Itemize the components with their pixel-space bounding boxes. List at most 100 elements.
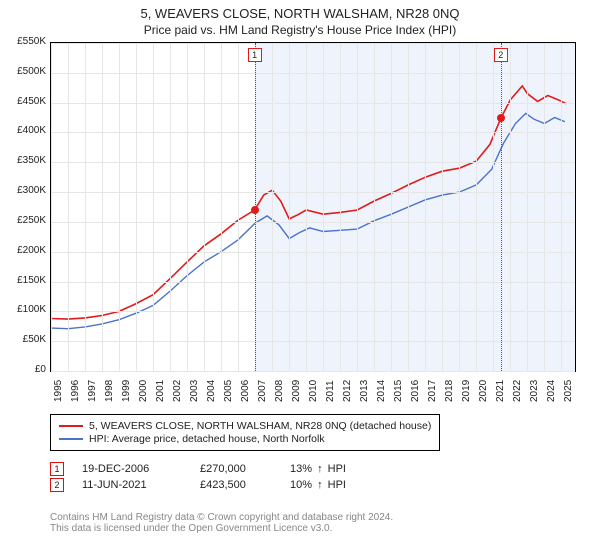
- x-tick-label: 2017: [427, 380, 438, 402]
- gridline-v: [527, 43, 528, 371]
- legend-item: HPI: Average price, detached house, Nort…: [59, 433, 431, 445]
- gridline-v: [391, 43, 392, 371]
- gridline-h: [51, 192, 575, 193]
- gridline-h: [51, 132, 575, 133]
- gridline-h: [51, 73, 575, 74]
- x-tick-label: 2005: [223, 380, 234, 402]
- x-tick-label: 2025: [563, 380, 574, 402]
- x-tick-label: 2012: [342, 380, 353, 402]
- legend-label: HPI: Average price, detached house, Nort…: [89, 433, 325, 445]
- x-tick-label: 1999: [121, 380, 132, 402]
- licence-text: Contains HM Land Registry data © Crown c…: [50, 512, 393, 534]
- sale-row-pct: 10% ↑ HPI: [290, 479, 380, 491]
- x-tick-label: 2006: [240, 380, 251, 402]
- gridline-v: [493, 43, 494, 371]
- x-tick-label: 2024: [546, 380, 557, 402]
- gridline-h: [51, 43, 575, 44]
- sale-row-marker: 1: [50, 462, 64, 476]
- y-tick-label: £200K: [6, 245, 46, 256]
- gridline-h: [51, 282, 575, 283]
- legend-label: 5, WEAVERS CLOSE, NORTH WALSHAM, NR28 0N…: [89, 420, 431, 432]
- legend: 5, WEAVERS CLOSE, NORTH WALSHAM, NR28 0N…: [50, 414, 440, 451]
- chart-title: 5, WEAVERS CLOSE, NORTH WALSHAM, NR28 0N…: [0, 0, 600, 21]
- gridline-h: [51, 311, 575, 312]
- gridline-v: [340, 43, 341, 371]
- arrow-up-icon: ↑: [317, 463, 323, 475]
- gridline-h: [51, 162, 575, 163]
- y-tick-label: £500K: [6, 66, 46, 77]
- gridline-h: [51, 341, 575, 342]
- y-tick-label: £100K: [6, 304, 46, 315]
- x-tick-label: 2011: [325, 380, 336, 402]
- gridline-v: [187, 43, 188, 371]
- y-tick-label: £550K: [6, 36, 46, 47]
- sale-row: 211-JUN-2021£423,50010% ↑ HPI: [50, 478, 380, 492]
- x-tick-label: 1998: [104, 380, 115, 402]
- arrow-up-icon: ↑: [317, 479, 323, 491]
- x-tick-label: 2023: [529, 380, 540, 402]
- licence-line1: Contains HM Land Registry data © Crown c…: [50, 512, 393, 523]
- gridline-v: [102, 43, 103, 371]
- gridline-v: [476, 43, 477, 371]
- x-tick-label: 2001: [155, 380, 166, 402]
- x-tick-label: 2007: [257, 380, 268, 402]
- x-tick-label: 2013: [359, 380, 370, 402]
- series-lines: [51, 43, 575, 371]
- sale-dot: [251, 206, 259, 214]
- sale-marker-line: [501, 43, 502, 371]
- sale-row-date: 19-DEC-2006: [82, 463, 200, 475]
- x-tick-label: 2000: [138, 380, 149, 402]
- x-tick-label: 2009: [291, 380, 302, 402]
- gridline-v: [408, 43, 409, 371]
- gridline-h: [51, 371, 575, 372]
- gridline-v: [459, 43, 460, 371]
- x-tick-label: 2021: [495, 380, 506, 402]
- gridline-v: [204, 43, 205, 371]
- plot-area: [50, 42, 576, 372]
- gridline-v: [510, 43, 511, 371]
- gridline-v: [561, 43, 562, 371]
- x-tick-label: 2002: [172, 380, 183, 402]
- sale-marker-box: 1: [248, 48, 262, 62]
- y-tick-label: £50K: [6, 334, 46, 345]
- chart-subtitle: Price paid vs. HM Land Registry's House …: [0, 21, 600, 41]
- x-tick-label: 1996: [70, 380, 81, 402]
- gridline-v: [544, 43, 545, 371]
- gridline-h: [51, 252, 575, 253]
- gridline-v: [221, 43, 222, 371]
- x-tick-label: 2003: [189, 380, 200, 402]
- x-tick-label: 2016: [410, 380, 421, 402]
- x-tick-label: 2022: [512, 380, 523, 402]
- gridline-h: [51, 222, 575, 223]
- y-tick-label: £400K: [6, 125, 46, 136]
- gridline-v: [357, 43, 358, 371]
- sales-table: 119-DEC-2006£270,00013% ↑ HPI211-JUN-202…: [50, 460, 380, 494]
- y-tick-label: £350K: [6, 155, 46, 166]
- gridline-v: [374, 43, 375, 371]
- chart-container: 5, WEAVERS CLOSE, NORTH WALSHAM, NR28 0N…: [0, 0, 600, 560]
- licence-line2: This data is licensed under the Open Gov…: [50, 523, 393, 534]
- y-tick-label: £250K: [6, 215, 46, 226]
- gridline-v: [289, 43, 290, 371]
- y-tick-label: £0: [6, 364, 46, 375]
- x-tick-label: 2020: [478, 380, 489, 402]
- y-tick-label: £150K: [6, 275, 46, 286]
- gridline-h: [51, 103, 575, 104]
- x-tick-label: 2014: [376, 380, 387, 402]
- gridline-v: [136, 43, 137, 371]
- sale-dot: [497, 114, 505, 122]
- legend-swatch: [59, 425, 83, 427]
- gridline-v: [153, 43, 154, 371]
- x-tick-label: 2004: [206, 380, 217, 402]
- gridline-v: [238, 43, 239, 371]
- y-tick-label: £300K: [6, 185, 46, 196]
- gridline-v: [51, 43, 52, 371]
- x-tick-label: 2019: [461, 380, 472, 402]
- gridline-v: [306, 43, 307, 371]
- sale-marker-box: 2: [494, 48, 508, 62]
- gridline-v: [85, 43, 86, 371]
- y-tick-label: £450K: [6, 96, 46, 107]
- legend-item: 5, WEAVERS CLOSE, NORTH WALSHAM, NR28 0N…: [59, 420, 431, 432]
- gridline-v: [170, 43, 171, 371]
- x-tick-label: 2008: [274, 380, 285, 402]
